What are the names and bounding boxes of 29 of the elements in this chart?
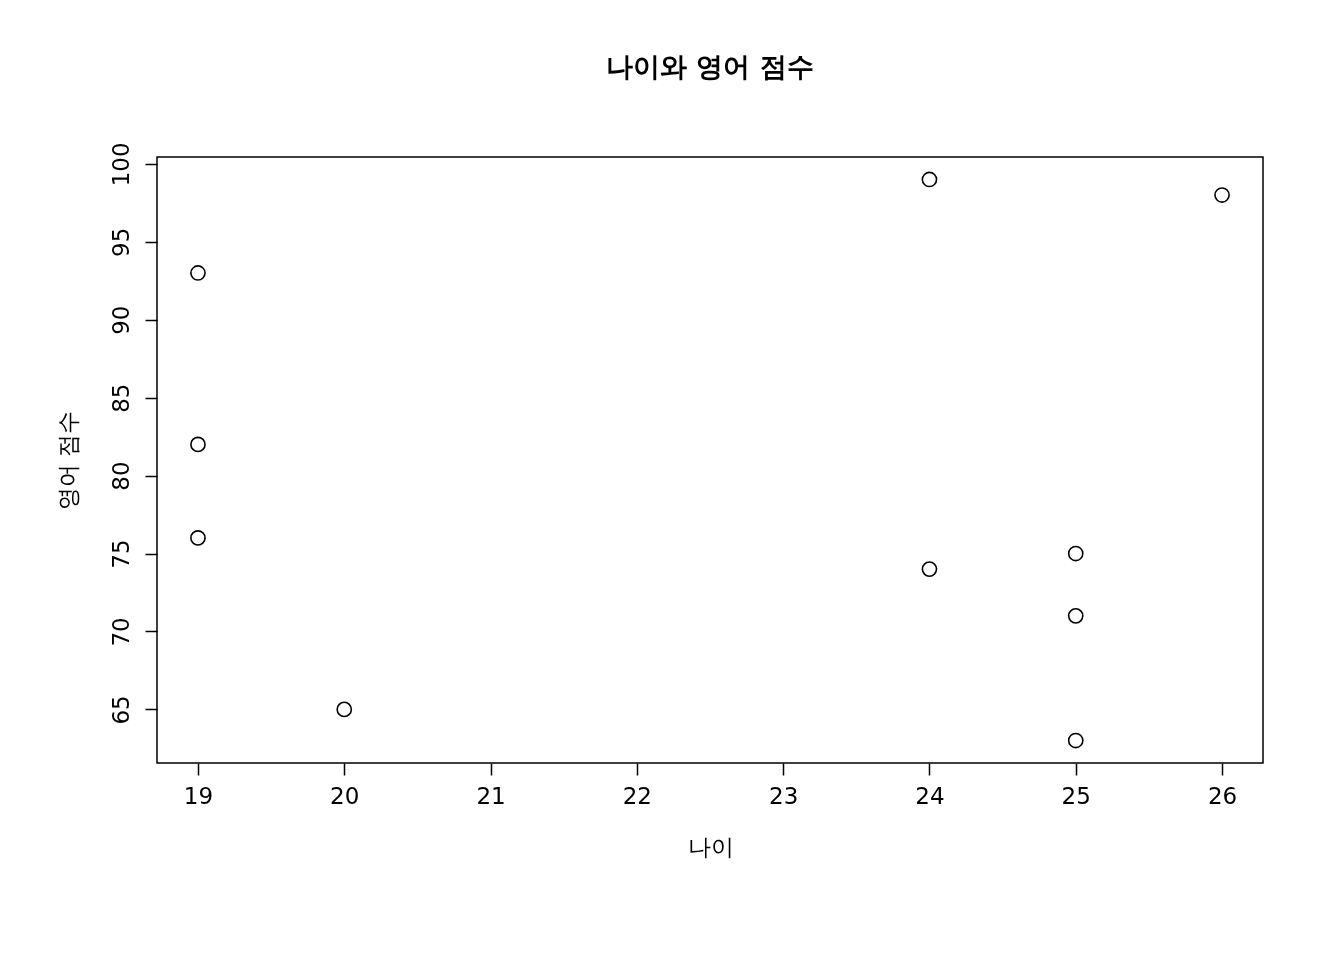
x-axis-title: 나이 (687, 833, 734, 860)
y-tick-label: 95 (107, 227, 134, 257)
y-tick-label: 80 (107, 461, 134, 491)
point (1214, 187, 1230, 203)
point (336, 701, 353, 718)
point (190, 265, 206, 281)
y-tick-label: 90 (107, 305, 134, 335)
y-tick-label: 75 (107, 539, 134, 569)
point (921, 171, 938, 188)
x-tick-label: 24 (915, 782, 945, 809)
y-tick-label: 65 (107, 695, 134, 725)
x-tick-label: 21 (476, 782, 506, 809)
x-tick-label: 26 (1207, 782, 1238, 809)
point (190, 436, 206, 453)
x-tick-label: 19 (183, 782, 214, 809)
point (1067, 608, 1084, 624)
y-axis-title: 영어 점수 (54, 410, 81, 511)
point (1067, 545, 1084, 562)
y-tick-label: 85 (107, 383, 134, 413)
point (190, 530, 206, 546)
x-tick-label: 25 (1061, 782, 1091, 809)
x-tick-label: 23 (769, 782, 799, 809)
x-tick-label: 22 (622, 782, 652, 809)
point (1067, 732, 1084, 749)
y-tick-label: 100 (107, 142, 134, 187)
y-tick-label: 70 (107, 617, 134, 647)
point (921, 561, 938, 577)
chart-title: 나이와 영어 점수 (606, 50, 814, 82)
x-tick-label: 20 (330, 782, 360, 809)
